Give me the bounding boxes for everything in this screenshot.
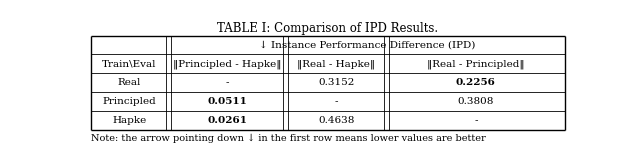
Text: TABLE I: Comparison of IPD Results.: TABLE I: Comparison of IPD Results. bbox=[218, 22, 438, 35]
Text: Train\Eval: Train\Eval bbox=[102, 59, 157, 68]
Text: 0.0511: 0.0511 bbox=[207, 97, 247, 106]
Text: 0.0261: 0.0261 bbox=[207, 116, 247, 125]
Text: 0.2256: 0.2256 bbox=[456, 78, 496, 87]
Text: -: - bbox=[225, 78, 229, 87]
Text: ‖Real - Principled‖: ‖Real - Principled‖ bbox=[427, 59, 525, 69]
Text: 0.3808: 0.3808 bbox=[458, 97, 494, 106]
Text: 0.4638: 0.4638 bbox=[318, 116, 355, 125]
Text: Hapke: Hapke bbox=[113, 116, 147, 125]
Text: -: - bbox=[474, 116, 477, 125]
Text: ‖Principled - Hapke‖: ‖Principled - Hapke‖ bbox=[173, 59, 282, 69]
Text: -: - bbox=[335, 97, 338, 106]
Text: Principled: Principled bbox=[103, 97, 156, 106]
Text: 0.3152: 0.3152 bbox=[318, 78, 355, 87]
Text: ‖Real - Hapke‖: ‖Real - Hapke‖ bbox=[297, 59, 375, 69]
Text: ↓ Instance Performance Difference (IPD): ↓ Instance Performance Difference (IPD) bbox=[259, 41, 475, 50]
Text: Note: the arrow pointing down ↓ in the first row means lower values are better: Note: the arrow pointing down ↓ in the f… bbox=[91, 134, 486, 143]
Text: Real: Real bbox=[118, 78, 141, 87]
